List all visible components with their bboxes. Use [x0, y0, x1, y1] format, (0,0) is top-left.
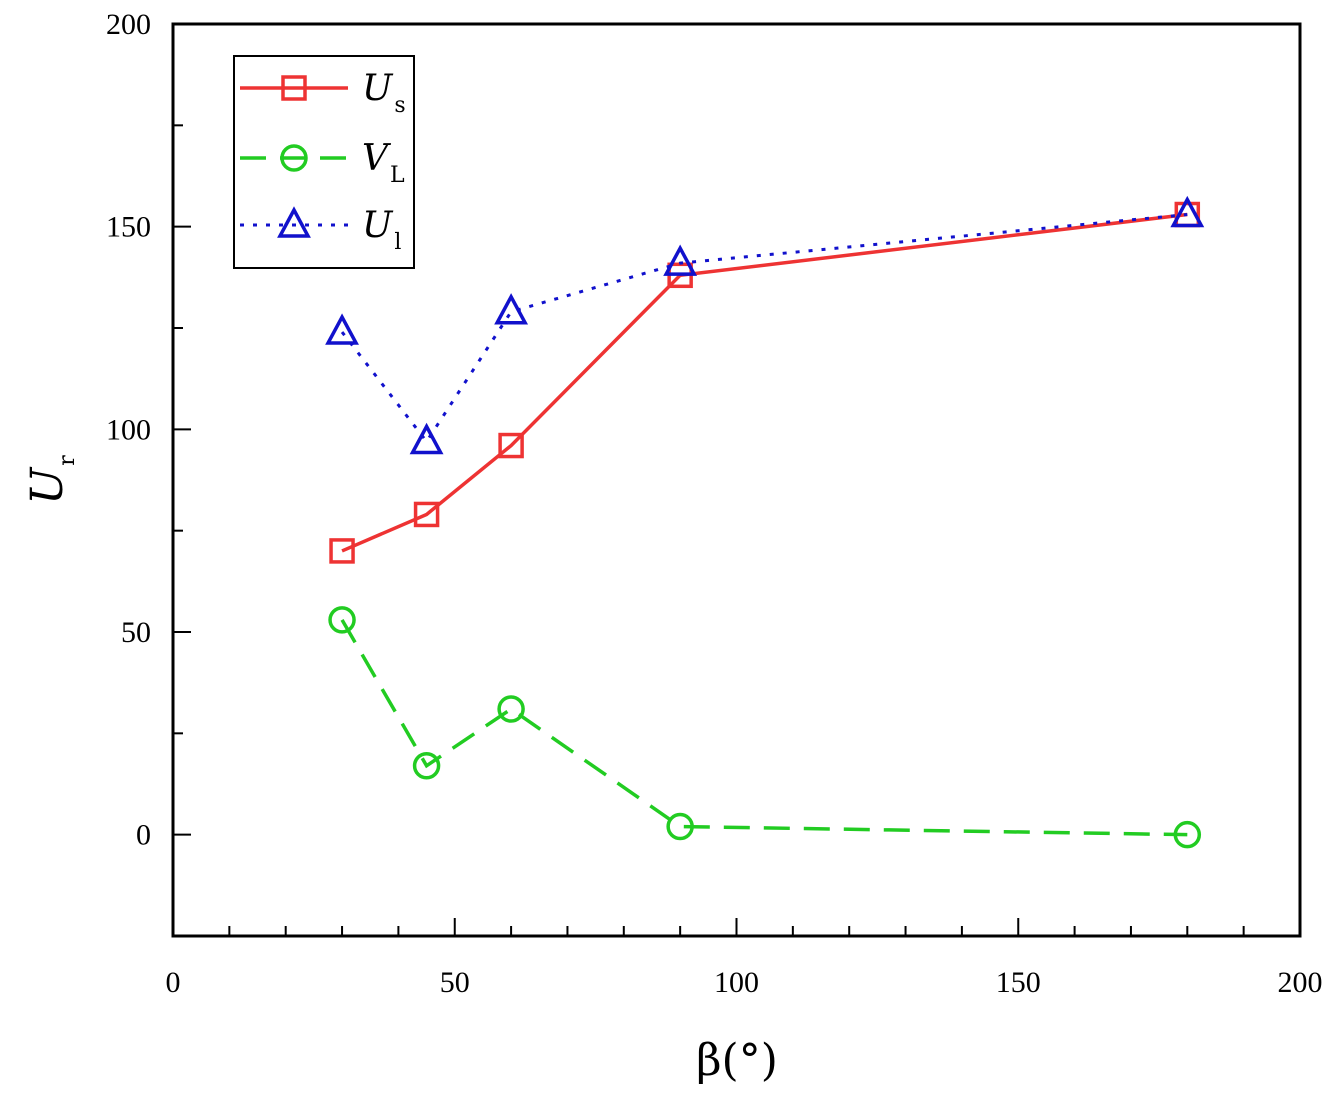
legend-marker-2	[277, 206, 311, 238]
series-0	[329, 201, 1201, 564]
legend-label-0: Us	[362, 68, 406, 118]
legend-label-main: V	[362, 138, 392, 179]
data-point	[498, 432, 524, 459]
x-axis-ticks: 0 50 100 150 200	[166, 918, 1323, 999]
x-axis-title: β(°)	[696, 1035, 778, 1086]
data-point	[497, 695, 525, 723]
legend-label-main: U	[362, 205, 394, 246]
data-point	[494, 293, 529, 325]
y-tick-label: 200	[106, 8, 151, 41]
x-tick-label: 0	[166, 966, 181, 999]
legend-label-2: Ul	[362, 205, 401, 255]
legend-marker-0	[281, 75, 307, 101]
y-tick-label: 0	[136, 819, 151, 852]
data-point	[412, 752, 441, 780]
svg-text:Ur: Ur	[22, 455, 80, 505]
y-tick-label: 150	[106, 211, 151, 244]
series-line-1	[340, 618, 1188, 837]
data-point	[409, 422, 444, 455]
legend-label-sub: s	[394, 93, 405, 118]
y-tick-label: 100	[106, 413, 151, 446]
legend-label-1: VL	[362, 138, 405, 188]
x-tick-label: 150	[996, 966, 1041, 999]
legend-label-sub: L	[390, 163, 405, 188]
series-2	[325, 195, 1205, 455]
y-axis-title-sub: r	[55, 455, 80, 466]
data-point	[328, 606, 356, 634]
x-tick-label: 50	[440, 966, 470, 999]
series-line-2	[340, 213, 1188, 445]
data-point	[1173, 820, 1202, 849]
legend-box	[233, 55, 415, 269]
x-tick-label: 100	[714, 966, 759, 999]
y-axis-ticks: 0 50 100 150 200	[106, 8, 191, 937]
data-point	[666, 812, 694, 841]
x-tick-label: 200	[1278, 966, 1323, 999]
legend-label-main: U	[362, 68, 394, 109]
data-point	[663, 244, 698, 276]
data-point	[329, 538, 355, 564]
legend-marker-1	[280, 144, 308, 172]
series-layer	[325, 195, 1205, 849]
data-point	[413, 501, 440, 528]
series-line-0	[341, 212, 1188, 553]
y-tick-label: 50	[121, 616, 151, 649]
data-point	[1170, 195, 1205, 228]
legend-label-sub: l	[394, 230, 401, 255]
y-axis-title: Ur	[22, 455, 80, 505]
y-axis-title-main: U	[22, 466, 73, 505]
series-1	[328, 606, 1202, 849]
data-point	[325, 313, 359, 345]
